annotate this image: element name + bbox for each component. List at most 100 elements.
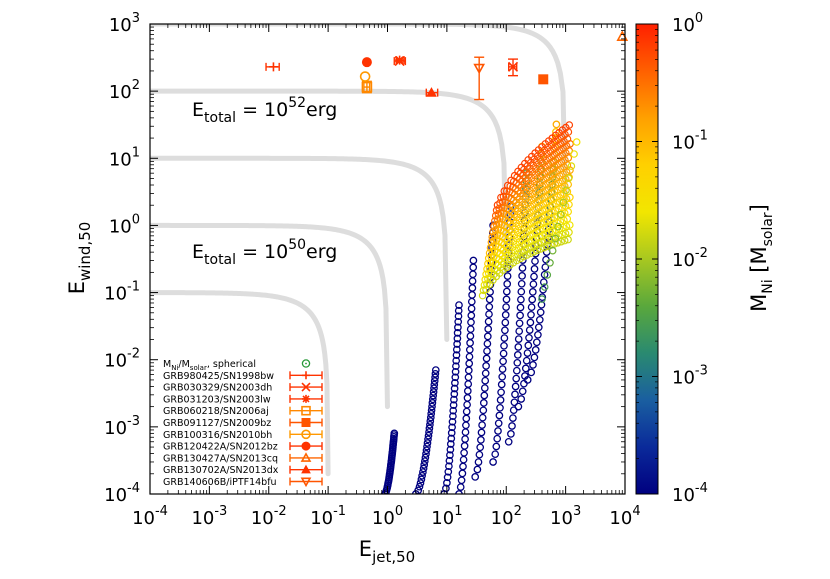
model-point [463, 400, 471, 409]
model-point [566, 166, 574, 175]
observation-marker [473, 63, 486, 75]
etotal-curve-1 [150, 222, 390, 410]
model-point [419, 464, 428, 473]
model-point [503, 272, 512, 280]
model-point [504, 437, 513, 446]
model-point [485, 310, 493, 319]
model-point [567, 162, 576, 170]
model-point [445, 462, 453, 471]
legend-label: GRB031203/SN2003lw [163, 394, 271, 405]
observation-grb100316-sn2010bh [359, 71, 371, 82]
model-point [451, 367, 460, 376]
model-point [448, 423, 456, 432]
model-point [564, 174, 573, 183]
model-point [475, 450, 484, 459]
model-point [517, 395, 526, 403]
model-point [462, 421, 470, 430]
model-point [468, 284, 477, 292]
model-point [483, 332, 492, 341]
model-point [449, 412, 457, 421]
x-axis-title: Ejet,50 [359, 537, 415, 566]
legend-marker [302, 394, 310, 403]
model-point [429, 391, 438, 400]
model-point [491, 450, 500, 459]
model-point [548, 246, 557, 255]
model-point [501, 311, 510, 319]
model-point [527, 303, 536, 312]
model-point [422, 450, 430, 458]
model-point [458, 469, 467, 478]
colorbar-tick-label: 100 [672, 11, 703, 36]
y-axis-title: Ewind,50 [65, 222, 94, 295]
model-point [522, 356, 531, 365]
model-point [468, 277, 477, 285]
y-tick-label: 101 [109, 145, 140, 170]
model-point [482, 354, 491, 363]
colorbar-tick-label: 10-2 [672, 246, 708, 271]
model-point [469, 256, 478, 265]
model-point [465, 345, 474, 354]
model-point [540, 283, 549, 291]
model-point [501, 318, 510, 327]
model-point [452, 345, 461, 354]
model-point [462, 414, 471, 423]
observation-grb060218-sn2006aj [361, 80, 373, 94]
x-tick-label: 101 [431, 504, 462, 529]
model-point [466, 332, 475, 340]
model-point [534, 323, 543, 332]
colorbar-label: MNi [Msolar] [747, 204, 776, 312]
model-point [483, 339, 492, 348]
legend-marker-spherical [301, 359, 311, 368]
model-point [517, 287, 526, 296]
legend-label: GRB120422A/SN2012bz [163, 442, 278, 453]
model-point [445, 456, 454, 465]
model-point [469, 270, 477, 279]
observation-marker [538, 74, 549, 85]
model-point [490, 231, 499, 240]
model-point [535, 315, 544, 324]
model-point [430, 377, 439, 385]
model-point [502, 287, 511, 296]
legend-label: GRB091127/SN2009bz [163, 418, 271, 429]
model-point [466, 325, 475, 334]
model-point [482, 362, 490, 370]
model-point [449, 401, 458, 409]
model-point [498, 365, 507, 373]
colorbar-tick-label: 10-3 [672, 364, 708, 389]
etotal-curve-10 [150, 155, 450, 342]
legend-marker [302, 371, 310, 380]
model-point [500, 341, 508, 350]
y-tick-label: 10-1 [104, 280, 140, 305]
model-point [530, 272, 538, 281]
model-point [514, 335, 523, 343]
model-point [529, 361, 537, 369]
legend-header: MNi/Msolar, spherical [163, 359, 256, 372]
model-point [558, 230, 566, 239]
model-point [562, 222, 571, 231]
y-tick-label: 103 [109, 11, 140, 36]
model-point [465, 352, 474, 361]
model-point [524, 341, 533, 350]
model-point [531, 346, 540, 354]
model-point [560, 236, 569, 245]
model-point [424, 431, 433, 440]
x-tick-label: 10-2 [251, 504, 287, 529]
observation-grb120422a-sn2012bz [361, 57, 372, 68]
model-point [490, 237, 498, 245]
legend-label: GRB100316/SN2010bh [163, 430, 272, 441]
model-point [532, 338, 541, 347]
model-point [421, 453, 430, 462]
model-point [526, 318, 535, 327]
observation-marker [426, 87, 437, 97]
model-point [425, 428, 433, 436]
model-point [551, 234, 560, 243]
model-point [423, 442, 431, 451]
model-point [570, 150, 578, 158]
model-point [497, 380, 506, 389]
legend-marker [301, 382, 311, 392]
model-point [528, 295, 537, 304]
legend-label: GRB030329/SN2003dh [163, 383, 272, 394]
model-point [528, 288, 537, 296]
model-point [457, 476, 466, 485]
model-point [530, 353, 539, 362]
